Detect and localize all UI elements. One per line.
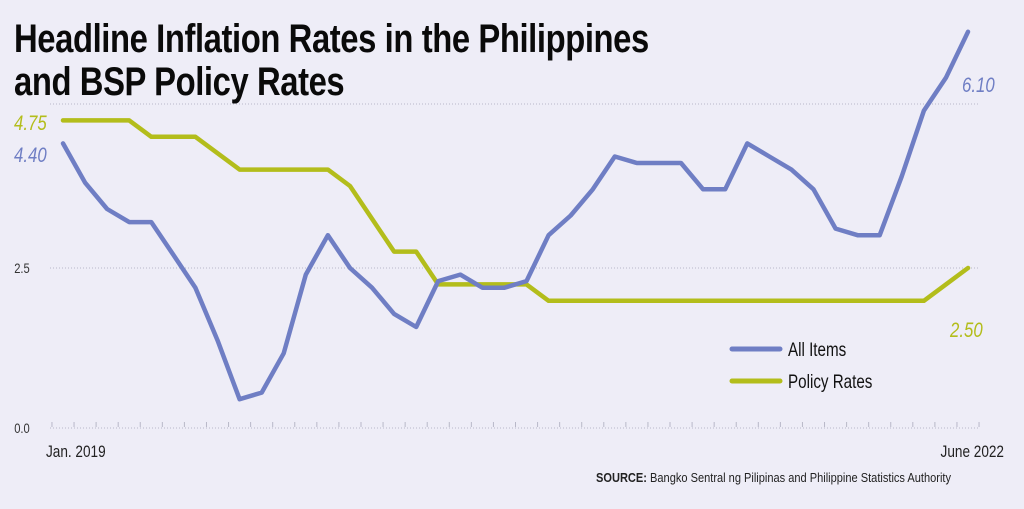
title-line-1: Headline Inflation Rates in the Philippi… (14, 17, 649, 61)
series-line-all-items (60, 29, 971, 402)
legend-label: All Items (788, 338, 846, 360)
source-note: SOURCE: Bangko Sentral ng Pilipinas and … (596, 470, 951, 485)
x-start-label: Jan. 2019 (46, 443, 106, 462)
chart-title: Headline Inflation Rates in the Philippi… (14, 18, 752, 104)
x-end-label: June 2022 (941, 443, 1004, 462)
inflation-end-label: 6.10 (962, 74, 995, 97)
legend-label: Policy Rates (788, 370, 872, 392)
inflation-start-label: 4.40 (14, 144, 47, 167)
source-label: SOURCE: (596, 470, 647, 485)
title-line-2: and BSP Policy Rates (14, 60, 345, 104)
policy-start-label: 4.75 (14, 112, 47, 135)
source-text: Bangko Sentral ng Pilipinas and Philippi… (650, 470, 952, 485)
y-tick-label: 0.0 (14, 421, 30, 436)
y-tick-label: 2.5 (14, 261, 30, 276)
series-line-policy-rates (60, 118, 971, 304)
policy-end-label: 2.50 (949, 319, 983, 342)
